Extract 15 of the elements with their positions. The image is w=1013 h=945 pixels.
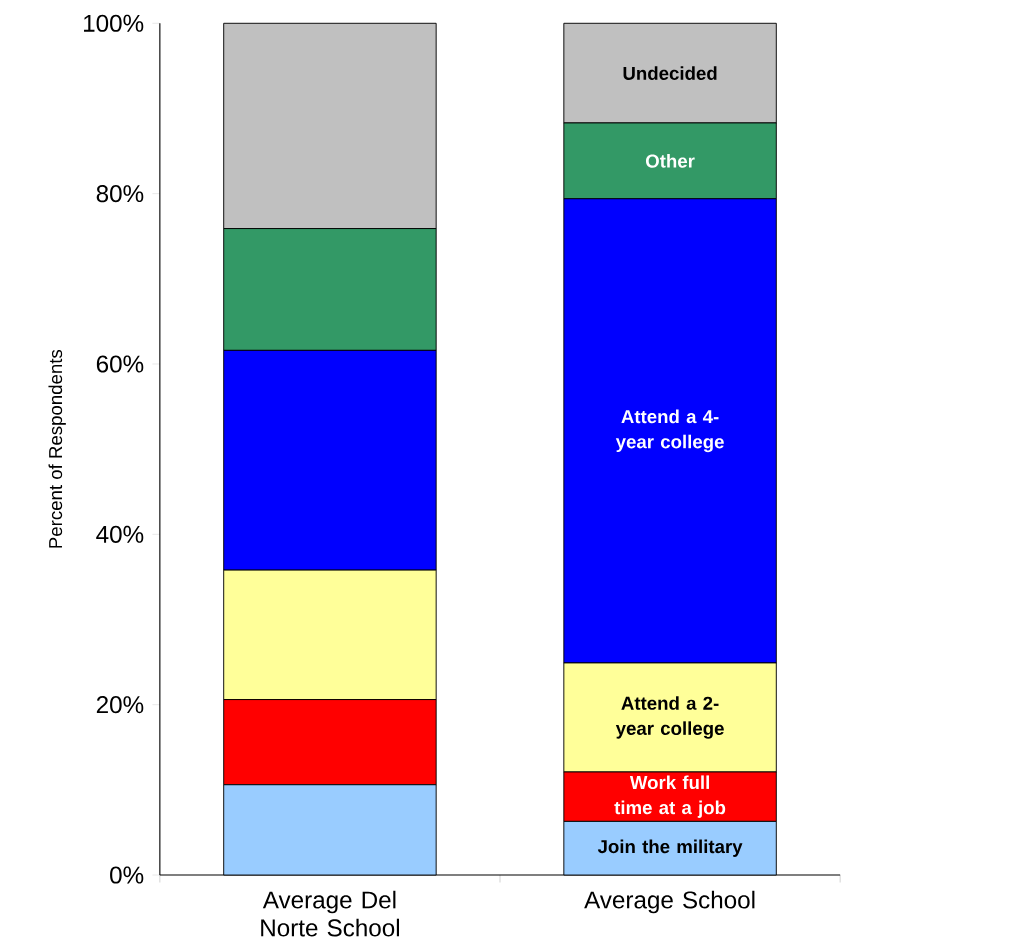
series-label: Attend a 2-year college [615,696,724,739]
y-tick-label: 0% [110,866,144,884]
x-tick-label: Average Del Norte School [261,890,399,937]
series-label: Attend a 4-year college [615,409,724,453]
y-axis-title: Percent of Respondents [48,350,66,548]
series-label: Undecided [623,66,717,81]
x-tick-label: Average School [584,890,755,914]
series-label: Join the military [597,839,743,858]
y-tick-label: 40% [96,525,144,544]
y-tick-label: 80% [96,185,144,203]
series-label: Other [645,154,695,168]
y-tick-label: 20% [96,696,144,714]
y-tick-label: 100% [84,14,144,33]
y-tick-label: 60% [96,355,144,373]
series-label: Work full time at a job [614,775,726,819]
